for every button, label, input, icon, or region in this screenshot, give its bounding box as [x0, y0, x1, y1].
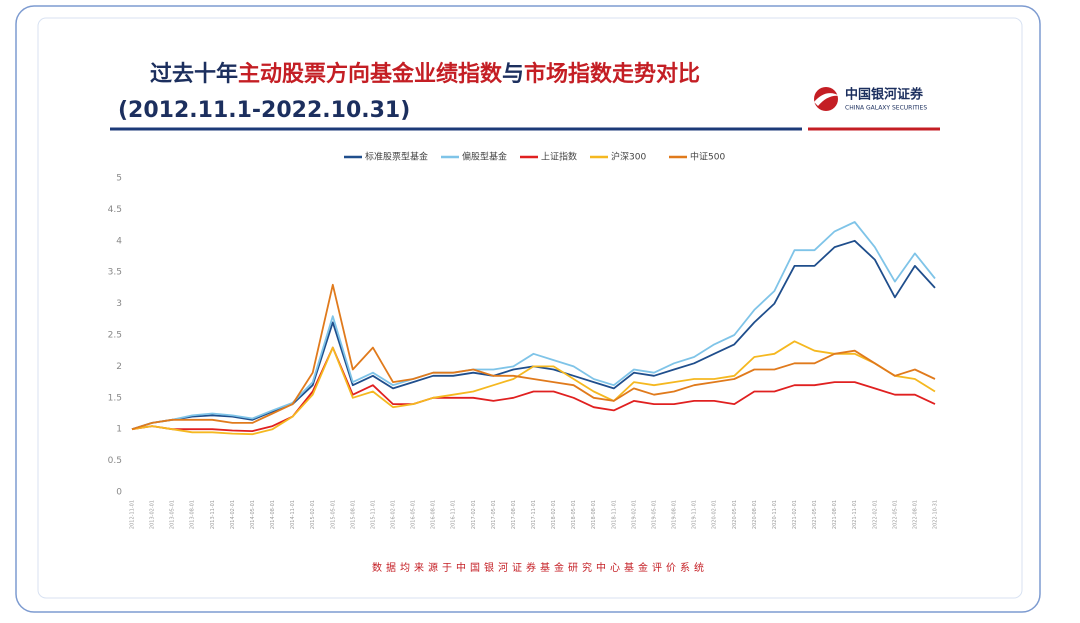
legend-label: 标准股票型基金 — [365, 151, 428, 163]
x-tick-label: 2013-11-01 — [210, 500, 216, 529]
x-tick-label: 2019-05-01 — [651, 500, 657, 529]
x-tick-label: 2016-05-01 — [411, 500, 417, 529]
logo-icon — [814, 87, 838, 111]
x-tick-label: 2013-02-01 — [150, 500, 156, 529]
x-tick-label: 2018-08-01 — [591, 500, 597, 529]
legend-label: 沪深300 — [611, 151, 646, 163]
y-tick-label: 1.5 — [108, 393, 122, 403]
x-tick-label: 2017-05-01 — [491, 500, 497, 529]
x-tick-label: 2021-02-01 — [792, 500, 798, 529]
x-tick-label: 2016-11-01 — [451, 500, 457, 529]
x-tick-label: 2022-10-31 — [933, 500, 939, 529]
x-tick-label: 2015-11-01 — [370, 500, 376, 529]
x-tick-label: 2014-02-01 — [230, 500, 236, 529]
legend-label: 中证500 — [690, 151, 725, 163]
x-tick-label: 2022-02-01 — [872, 500, 878, 529]
x-tick-label: 2014-08-01 — [270, 500, 276, 529]
x-tick-label: 2020-08-01 — [752, 500, 758, 529]
x-tick-label: 2021-08-01 — [832, 500, 838, 529]
x-tick-label: 2012-11-01 — [130, 500, 136, 529]
y-tick-label: 4.5 — [108, 205, 122, 215]
y-tick-label: 2.5 — [108, 331, 122, 341]
x-tick-label: 2022-08-01 — [912, 500, 918, 529]
x-tick-label: 2021-05-01 — [812, 500, 818, 529]
x-tick-label: 2017-08-01 — [511, 500, 517, 529]
y-tick-label: 3 — [116, 299, 122, 309]
x-tick-label: 2015-08-01 — [350, 500, 356, 529]
x-tick-label: 2018-05-01 — [571, 500, 577, 529]
x-tick-label: 2017-02-01 — [471, 500, 477, 529]
legend-label: 偏股型基金 — [462, 151, 507, 163]
x-tick-label: 2020-02-01 — [712, 500, 718, 529]
footer: 数据均来源于中国银河证券基金研究中心基金评价系统 — [372, 561, 708, 574]
x-tick-label: 2020-05-01 — [732, 500, 738, 529]
logo-name-en: CHINA GALAXY SECURITIES — [845, 105, 927, 112]
series-line — [131, 340, 936, 436]
x-tick-label: 2021-11-01 — [852, 500, 858, 529]
x-tick-label: 2019-08-01 — [672, 500, 678, 529]
x-tick-label: 2019-11-01 — [692, 500, 698, 529]
x-tick-label: 2018-11-01 — [611, 500, 617, 529]
series-line — [131, 346, 936, 432]
panel — [37, 17, 1023, 599]
title-part: 过去十年 — [150, 61, 238, 87]
y-tick-label: 4 — [116, 236, 122, 246]
x-tick-label: 2014-05-01 — [250, 500, 256, 529]
subtitle: (2012.11.1-2022.10.31) — [118, 98, 410, 123]
chart-title: 过去十年主动股票方向基金业绩指数与市场指数走势对比 — [150, 61, 700, 87]
x-tick-label: 2013-08-01 — [190, 500, 196, 529]
y-tick-label: 3.5 — [108, 268, 122, 278]
legend-label: 上证指数 — [541, 151, 577, 163]
x-tick-label: 2015-02-01 — [310, 500, 316, 529]
y-tick-label: 2 — [116, 362, 122, 372]
x-tick-label: 2022-05-01 — [892, 500, 898, 529]
logo-name: 中国银河证券 — [845, 87, 924, 103]
series-line — [131, 283, 936, 431]
title-part: 主动股票方向基金业绩指数 — [238, 61, 503, 87]
y-tick-label: 0.5 — [108, 456, 122, 466]
x-tick-label: 2018-02-01 — [551, 500, 557, 529]
x-tick-label: 2015-05-01 — [330, 500, 336, 529]
x-tick-label: 2013-05-01 — [170, 500, 176, 529]
y-tick-label: 1 — [116, 425, 122, 435]
x-tick-label: 2014-11-01 — [290, 500, 296, 529]
y-tick-label: 0 — [116, 488, 122, 498]
x-tick-label: 2016-08-01 — [431, 500, 437, 529]
title-part: 与 — [502, 62, 524, 87]
title-part: 市场指数走势对比 — [524, 61, 700, 87]
x-tick-label: 2017-11-01 — [531, 500, 537, 529]
x-tick-label: 2020-11-01 — [772, 500, 778, 529]
series-line — [131, 221, 936, 431]
logo-swoosh — [814, 93, 840, 106]
y-tick-label: 5 — [116, 174, 122, 184]
x-tick-label: 2019-02-01 — [631, 500, 637, 529]
x-tick-label: 2016-02-01 — [390, 500, 396, 529]
